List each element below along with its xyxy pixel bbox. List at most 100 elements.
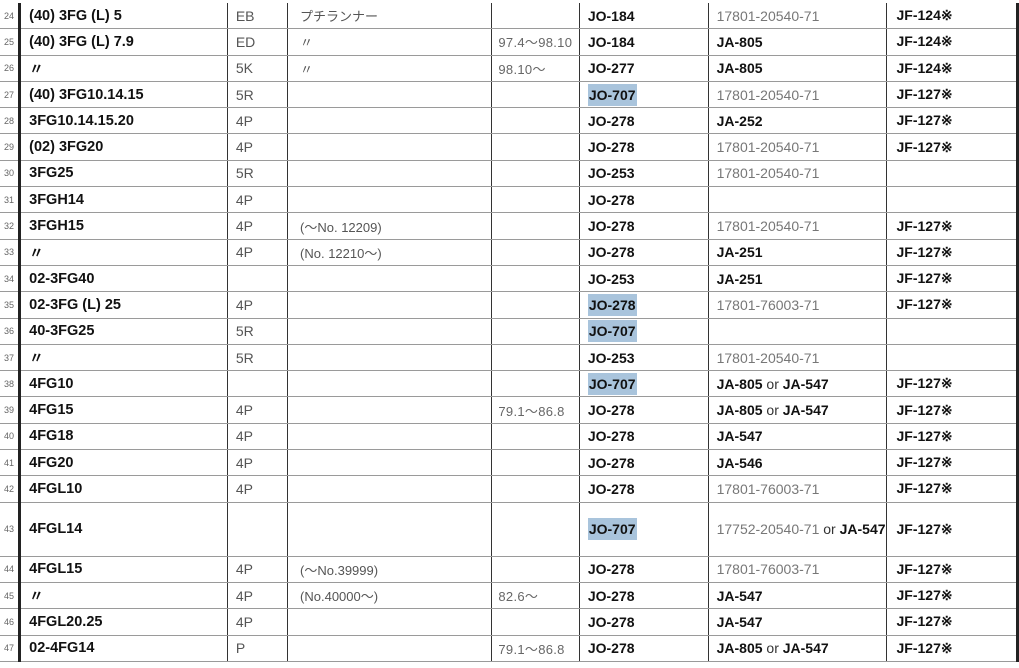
jf-cell bbox=[886, 186, 1019, 214]
num-cell: 25 bbox=[0, 28, 22, 56]
jf-text: JF-127※ bbox=[896, 270, 953, 287]
part-cell bbox=[708, 186, 887, 214]
note-cell: 〃 bbox=[287, 55, 493, 82]
jo-text: JO-707 bbox=[587, 83, 637, 106]
jo-cell: JO-278 bbox=[579, 186, 709, 214]
num-text: 27 bbox=[4, 89, 15, 100]
model-text: 02-4FG14 bbox=[29, 640, 95, 657]
date-text: 98.10～ bbox=[498, 61, 546, 77]
jf-text: JF-127※ bbox=[896, 138, 953, 155]
model-cell: 4FG15 bbox=[19, 396, 228, 424]
part-number: JA-805 bbox=[716, 402, 763, 419]
or-connector: or bbox=[762, 640, 783, 657]
table-row: 42 4FGL10 4P JO-278 17801-76003-71 JF-127※ bbox=[0, 475, 1019, 503]
date-cell bbox=[491, 239, 580, 266]
part-text: JA-252 bbox=[716, 112, 763, 129]
part-cell: JA-251 bbox=[708, 239, 887, 266]
model-text: 4FGL10 bbox=[29, 480, 83, 497]
code-cell: ED bbox=[227, 28, 289, 56]
jf-text: JF-124※ bbox=[896, 59, 953, 76]
jf-cell: JF-127※ bbox=[886, 475, 1019, 503]
jf-cell: JF-127※ bbox=[886, 370, 1019, 398]
note-cell: (～No.39999) bbox=[287, 556, 493, 583]
date-cell bbox=[491, 608, 580, 636]
date-cell bbox=[491, 160, 580, 188]
model-cell: 02-4FG14 bbox=[19, 635, 228, 662]
jo-text: JO-278 bbox=[587, 139, 635, 156]
table-row: 44 4FGL15 4P (～No.39999) JO-278 17801-76003-7… bbox=[0, 556, 1019, 583]
date-cell: 79.1～86.8 bbox=[491, 635, 580, 662]
part-text: JA-547 bbox=[716, 428, 763, 445]
jo-text: JO-253 bbox=[587, 349, 635, 366]
num-cell: 43 bbox=[0, 502, 22, 557]
jo-text: JO-707 bbox=[587, 372, 637, 395]
model-text: (40) 3FG (L) 7.9 bbox=[29, 33, 134, 50]
code-text: 4P bbox=[235, 139, 253, 156]
part-number: JA-547 bbox=[782, 402, 829, 419]
num-cell: 26 bbox=[0, 55, 22, 82]
num-text: 26 bbox=[4, 63, 15, 74]
model-cell: 4FGL15 bbox=[19, 556, 228, 583]
model-cell: 4FGL10 bbox=[19, 475, 228, 503]
code-cell bbox=[227, 265, 289, 293]
part-cell: 17801-20540-71 bbox=[708, 3, 887, 30]
model-text: (02) 3FG20 bbox=[29, 139, 104, 156]
jo-cell: JO-707 bbox=[579, 502, 709, 557]
part-text: 17801-20540-71 bbox=[716, 218, 820, 235]
model-text: 4FGL15 bbox=[29, 561, 83, 578]
jf-cell: JF-127※ bbox=[886, 107, 1019, 135]
num-cell: 44 bbox=[0, 556, 22, 583]
note-cell bbox=[287, 475, 493, 503]
model-cell: (40) 3FG10.14.15 bbox=[19, 81, 228, 109]
code-text: 4P bbox=[235, 454, 253, 471]
part-text: JA-547 bbox=[716, 587, 763, 604]
num-text: 46 bbox=[4, 616, 15, 627]
table-row: 29 (02) 3FG20 4P JO-278 17801-20540-71 JF-127… bbox=[0, 133, 1019, 161]
part-text: 17801-20540-71 bbox=[716, 165, 820, 182]
note-cell: (No.40000～) bbox=[287, 582, 493, 610]
jo-cell: JO-278 bbox=[579, 107, 709, 135]
num-cell: 31 bbox=[0, 186, 22, 214]
jf-cell: JF-127※ bbox=[886, 291, 1019, 319]
num-text: 34 bbox=[4, 273, 15, 284]
date-cell bbox=[491, 370, 580, 398]
jf-cell bbox=[886, 160, 1019, 188]
code-cell: 4P bbox=[227, 239, 289, 266]
jo-text: JO-278 bbox=[587, 218, 635, 235]
model-cell: 4FG18 bbox=[19, 423, 228, 451]
date-cell bbox=[491, 212, 580, 240]
code-cell: 4P bbox=[227, 396, 289, 424]
num-text: 31 bbox=[4, 194, 15, 205]
jo-cell: JO-253 bbox=[579, 344, 709, 372]
note-cell bbox=[287, 635, 493, 662]
num-text: 47 bbox=[4, 643, 15, 654]
jf-cell: JF-124※ bbox=[886, 3, 1019, 30]
table-row: 40 4FG18 4P JO-278 JA-547 JF-127※ bbox=[0, 423, 1019, 451]
jo-text: JO-278 bbox=[587, 402, 635, 419]
model-cell: 40-3FG25 bbox=[19, 318, 228, 345]
jo-cell: JO-278 bbox=[579, 396, 709, 424]
note-cell bbox=[287, 608, 493, 636]
jf-cell: JF-127※ bbox=[886, 133, 1019, 161]
part-text: JA-251 bbox=[716, 270, 763, 287]
num-text: 39 bbox=[4, 405, 15, 416]
jf-cell: JF-127※ bbox=[886, 635, 1019, 662]
code-text: 4P bbox=[235, 561, 253, 578]
num-cell: 30 bbox=[0, 160, 22, 188]
table-row: 28 3FG10.14.15.20 4P JO-278 JA-252 JF-127※ bbox=[0, 107, 1019, 135]
model-text: 〃 bbox=[29, 351, 44, 367]
code-text: 4P bbox=[235, 191, 253, 208]
note-cell bbox=[287, 370, 493, 398]
jo-cell: JO-278 bbox=[579, 291, 709, 319]
code-cell: 4P bbox=[227, 475, 289, 503]
jo-text: JO-184 bbox=[587, 33, 635, 50]
model-cell: 3FG25 bbox=[19, 160, 228, 188]
part-text: JA-805 bbox=[716, 60, 763, 77]
jo-cell: JO-278 bbox=[579, 212, 709, 240]
jo-cell: JO-253 bbox=[579, 265, 709, 293]
table-row: 33 〃 4P (No. 12210～) JO-278 JA-251 JF-127※ bbox=[0, 239, 1019, 266]
part-text: JA-251 bbox=[716, 244, 763, 261]
note-cell bbox=[287, 291, 493, 319]
num-cell: 39 bbox=[0, 396, 22, 424]
model-cell: 3FGH14 bbox=[19, 186, 228, 214]
